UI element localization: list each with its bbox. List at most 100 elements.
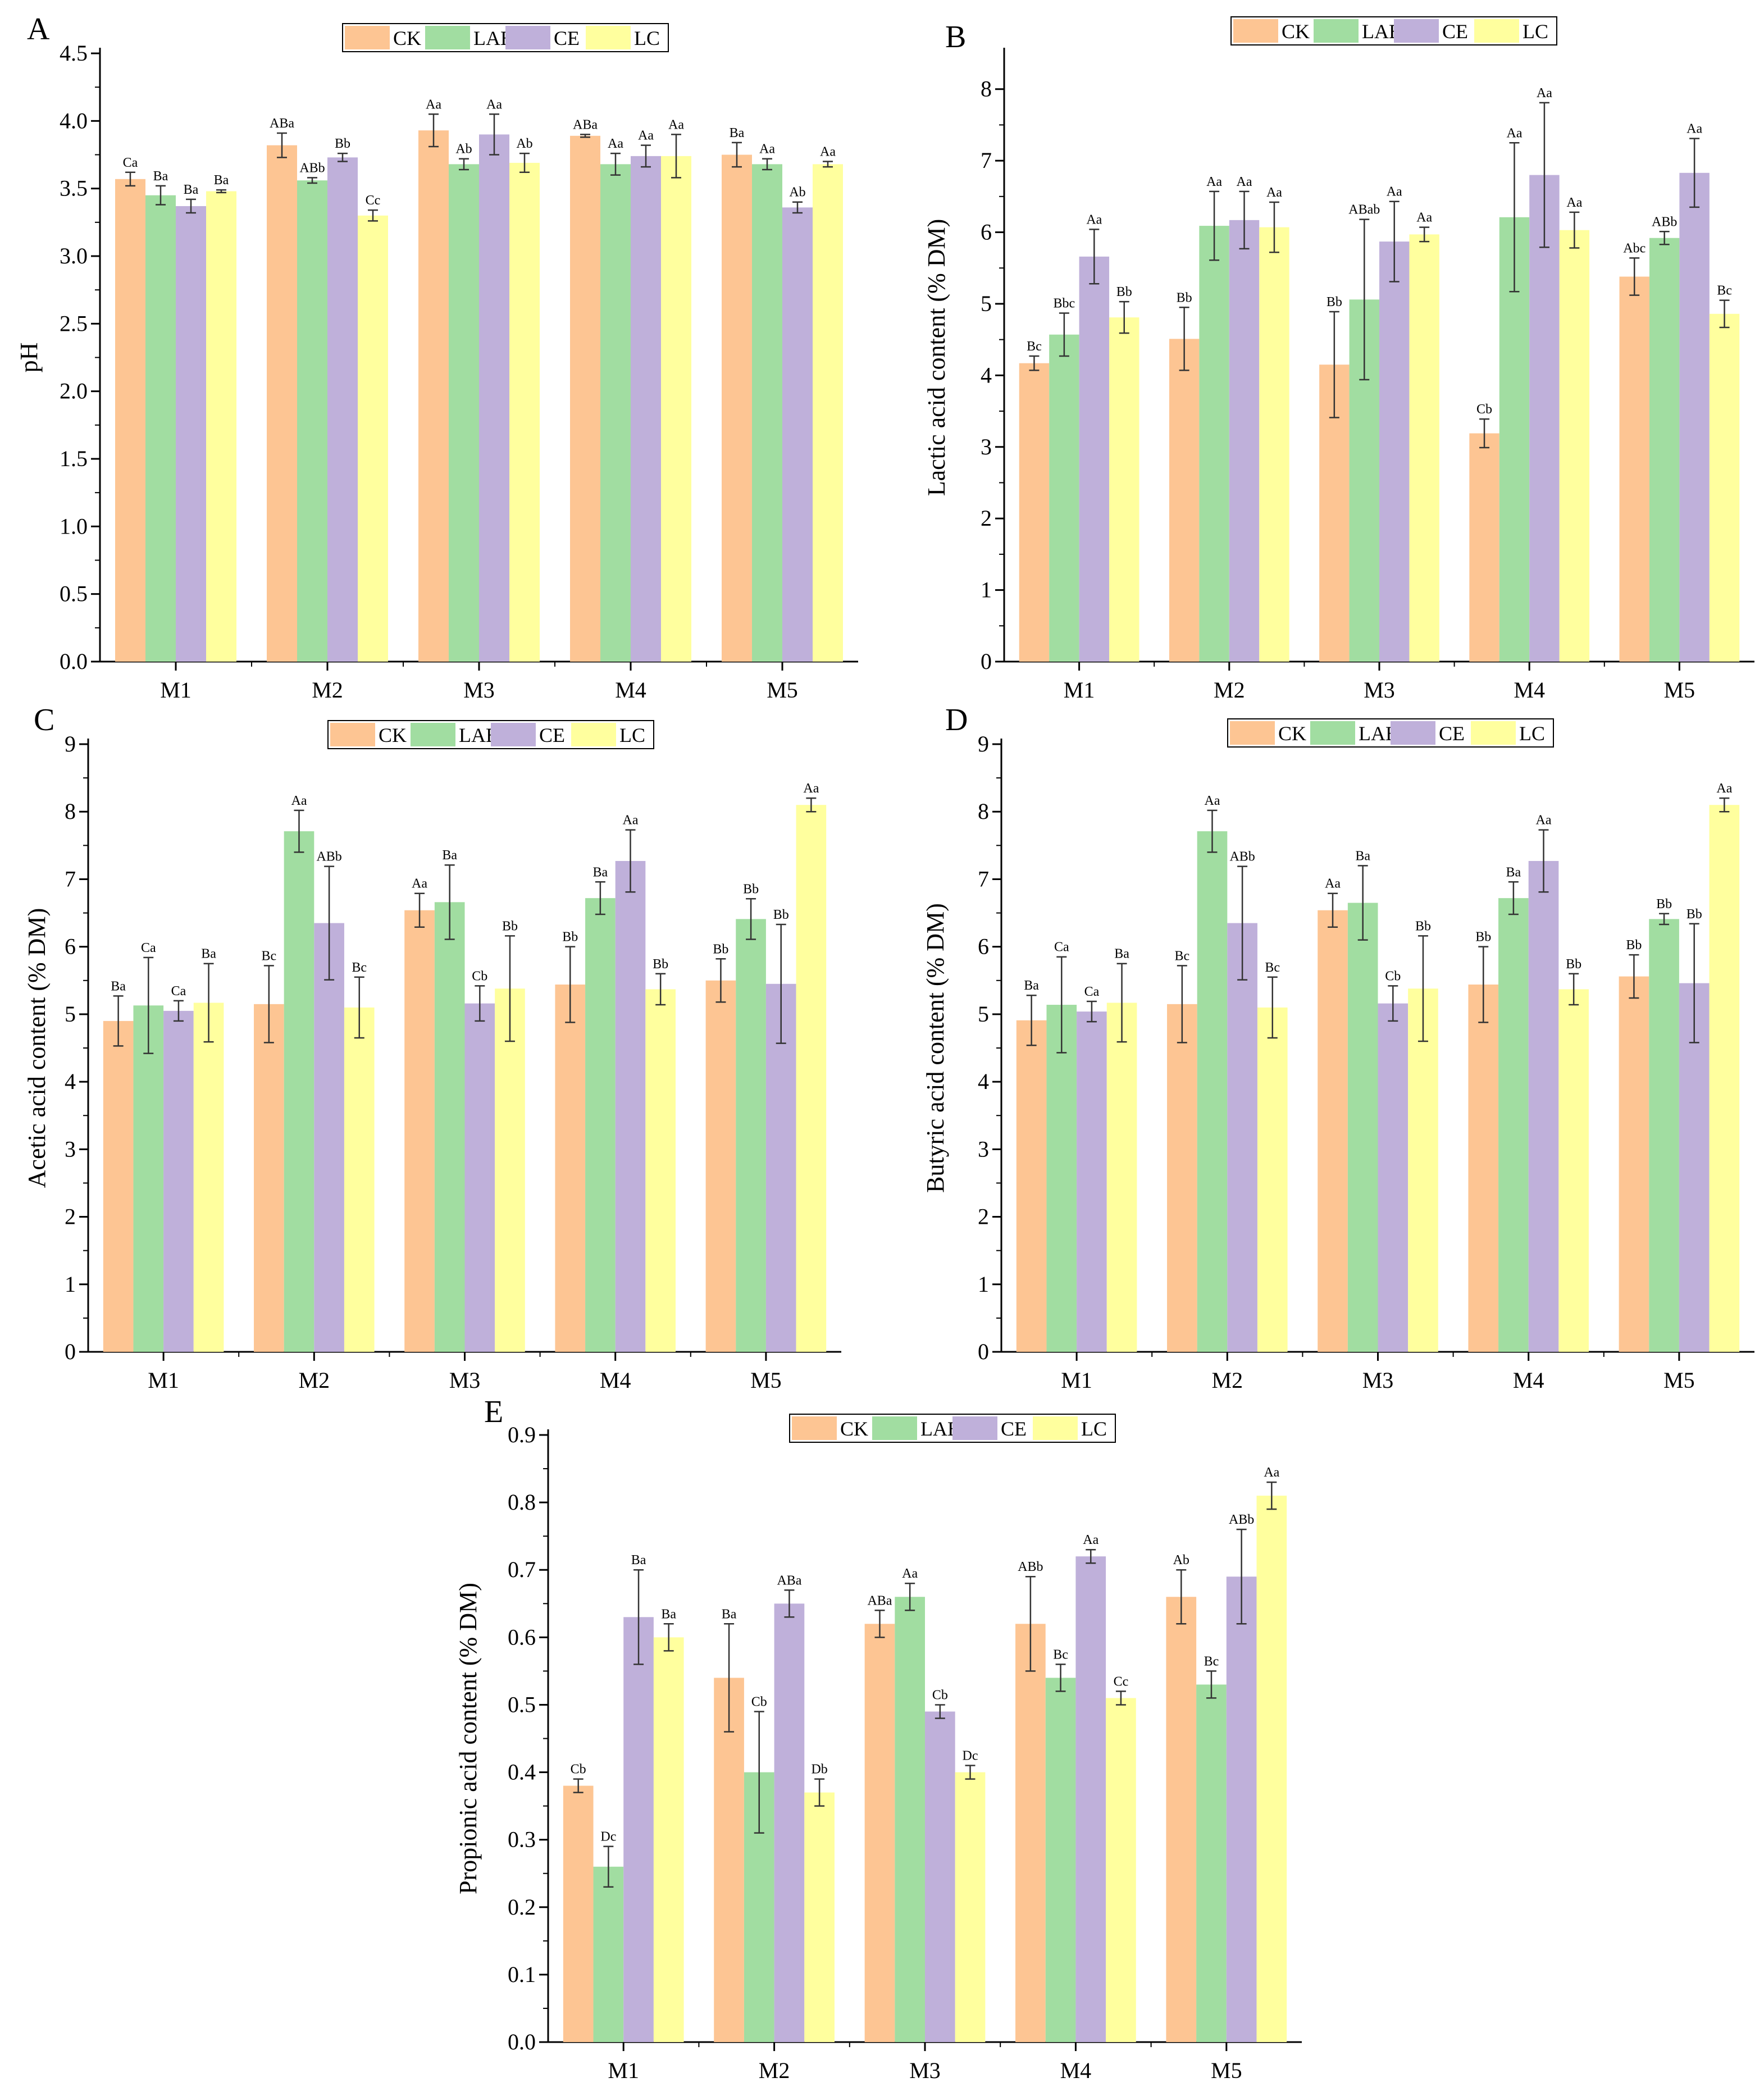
bar-CE-M2: [327, 157, 358, 662]
legend-swatch-LC: [1474, 19, 1519, 43]
bar-CE-M2: [774, 1603, 805, 2042]
x-tick-label: M5: [1663, 1368, 1695, 1393]
data-label: Aa: [638, 129, 654, 143]
y-tick-label: 4.5: [60, 40, 88, 66]
y-tick-label: 3: [978, 1136, 989, 1161]
data-label: Ab: [455, 142, 472, 157]
legend: CK LAB CE LC: [789, 1414, 1116, 1443]
data-label: Ba: [111, 979, 126, 994]
legend-swatch-CK: [330, 723, 375, 746]
data-label: Bb: [653, 957, 668, 972]
bar-LC-M4: [1559, 230, 1590, 662]
bar-LC-M3: [955, 1772, 986, 2042]
data-label: Aa: [1204, 794, 1220, 808]
data-label: Aa: [608, 136, 623, 151]
data-label: Ba: [201, 947, 216, 962]
y-tick-label: 2: [65, 1204, 76, 1229]
x-tick-label: M4: [1513, 1368, 1544, 1393]
data-label: Aa: [1264, 1465, 1279, 1480]
bar-CK-M3: [1318, 910, 1348, 1352]
legend-swatch-LAB: [411, 723, 455, 746]
bar-LAB-M3: [449, 164, 479, 662]
y-tick-label: 7: [978, 866, 989, 891]
x-tick-label: M1: [608, 2058, 639, 2083]
bar-CE-M4: [615, 860, 646, 1352]
y-tick-label: 7: [981, 148, 992, 173]
bar-CK-M2: [714, 1678, 744, 2042]
data-label: Bc: [1204, 1654, 1219, 1669]
legend-label-LC: LC: [1081, 1418, 1107, 1440]
data-label: Ba: [593, 865, 608, 880]
data-label: Aa: [1206, 175, 1222, 189]
bar-LAB-M3: [1347, 903, 1378, 1352]
y-tick-label: 3: [65, 1136, 76, 1161]
bar-CE-M5: [1226, 1576, 1257, 2042]
bar-CK-M1: [115, 179, 145, 662]
y-tick-label: 1.0: [60, 513, 88, 539]
bar-CE-M1: [163, 1010, 194, 1352]
bar-CE-M1: [1079, 256, 1110, 662]
panel-letter: B: [945, 20, 966, 54]
bar-LC-M5: [796, 805, 827, 1352]
legend-swatch-LAB: [1314, 19, 1359, 43]
legend-label-LC: LC: [1523, 20, 1548, 43]
bar-CE-M5: [1679, 983, 1710, 1352]
bar-LC-M2: [1259, 227, 1289, 662]
bar-CK-M5: [1166, 1597, 1197, 2042]
y-tick-label: 1: [978, 1272, 989, 1297]
data-label: Ba: [153, 169, 168, 184]
y-tick-label: 4: [65, 1069, 76, 1094]
data-label: ABa: [573, 117, 598, 132]
legend-label-CK: CK: [1282, 20, 1310, 43]
data-label: Ab: [1173, 1553, 1189, 1568]
data-label: Ba: [184, 183, 199, 197]
y-tick-label: 0: [981, 649, 992, 674]
bar-LAB-M1: [1046, 1005, 1077, 1352]
y-tick-label: 2: [981, 505, 992, 531]
x-tick-label: M3: [463, 677, 495, 703]
data-label: Aa: [1266, 185, 1282, 200]
bar-CE-M4: [1529, 175, 1560, 662]
data-label: ABa: [867, 1593, 892, 1608]
bar-CK-M3: [418, 130, 449, 662]
bar-CK-M1: [103, 1020, 134, 1352]
bar-LC-M4: [661, 156, 691, 662]
bar-CK-M5: [1619, 976, 1649, 1352]
data-label: Ca: [171, 984, 186, 999]
chart-panel-D: D 0 1 2 3 4 5 6 7 8 9 Butyric acid content (% DM) M1…: [922, 703, 1754, 1393]
y-axis-title: Lactic acid content (% DM): [923, 219, 950, 496]
data-label: Aa: [486, 97, 502, 112]
data-label: Aa: [1716, 781, 1732, 796]
data-label: Cb: [1476, 402, 1492, 417]
data-label: Cb: [1385, 969, 1401, 983]
bar-CK-M5: [1619, 276, 1649, 662]
bar-LC-M2: [358, 215, 388, 662]
data-label: Aa: [668, 117, 684, 132]
data-label: Bc: [1027, 339, 1042, 354]
bar-LAB-M4: [600, 164, 631, 662]
bar-LC-M5: [1709, 313, 1740, 662]
x-tick-label: M3: [909, 2058, 941, 2083]
bar-CE-M4: [1528, 860, 1559, 1352]
y-tick-label: 0: [978, 1339, 989, 1364]
x-tick-label: M4: [615, 677, 646, 703]
data-label: Bc: [1053, 1647, 1068, 1662]
data-label: Cb: [751, 1694, 767, 1709]
data-label: Dc: [963, 1749, 978, 1764]
bar-CE-M2: [314, 923, 344, 1352]
y-tick-label: 3.5: [60, 176, 88, 201]
bar-LC-M3: [1408, 988, 1438, 1352]
legend-swatch-LC: [586, 26, 631, 49]
bar-CE-M5: [1679, 172, 1710, 662]
data-label: Aa: [623, 813, 639, 828]
legend-swatch-CK: [1230, 721, 1275, 745]
legend-swatch-CK: [1233, 19, 1278, 43]
chart-panel-E: E 0.0 0.1 0.2 0.3 0.4 0.5 0.6 0.7 0.8 0.9 Propionic…: [454, 1395, 1302, 2083]
chart-panel-C: C 0 1 2 3 4 5 6 7 8 9 Acetic acid content (% DM) M1 B…: [23, 703, 841, 1393]
bar-LAB-M1: [593, 1866, 624, 2042]
data-label: ABb: [299, 161, 325, 175]
bar-CK-M1: [1019, 363, 1050, 662]
data-label: Aa: [1536, 813, 1552, 828]
data-label: Cb: [932, 1688, 948, 1702]
